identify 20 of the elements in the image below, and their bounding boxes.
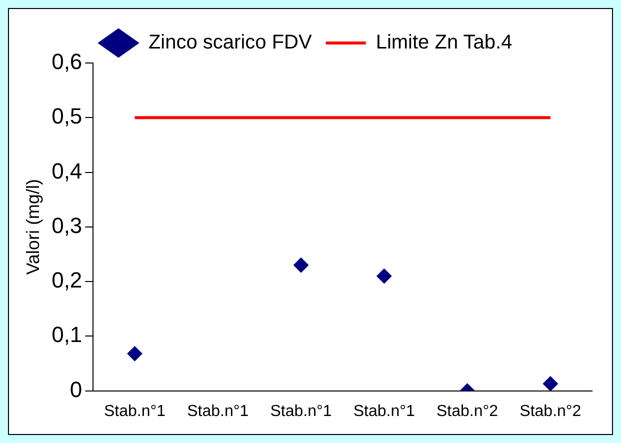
y-tick-label: 0,6 [52,49,82,74]
x-tick-label: Stab.n°2 [520,402,582,420]
legend-label: Limite Zn Tab.4 [376,32,512,54]
y-tick-label: 0 [70,376,82,402]
y-tick-label: 0,5 [52,104,82,129]
x-tick-label: Stab.n°1 [104,402,166,420]
point [127,346,142,362]
x-tick-label: Stab.n°2 [436,402,498,420]
y-tick-label: 0,3 [52,212,82,238]
x-tick-label: Stab.n°1 [270,402,332,420]
y-tick-label: 0,4 [52,158,82,184]
point [294,258,309,273]
point [542,376,558,391]
y-tick-label: 0,1 [52,322,82,348]
y-tick-label: 0,2 [52,268,82,293]
y-axis-title: Valori (mg/l) [22,179,43,275]
x-tick-label: Stab.n°1 [187,402,249,420]
legend-label: Zinco scarico FDV [148,32,312,54]
point [376,268,392,284]
x-tick-label: Stab.n°1 [353,402,416,420]
